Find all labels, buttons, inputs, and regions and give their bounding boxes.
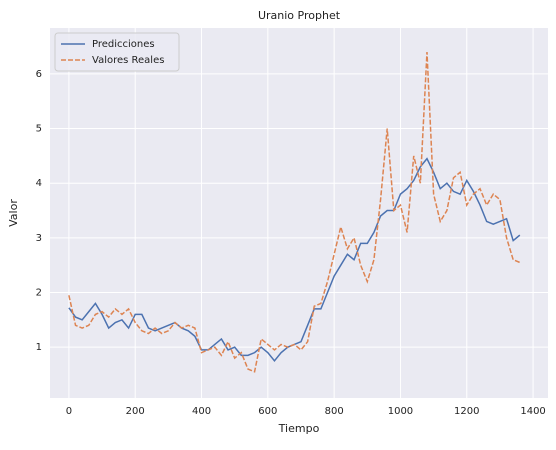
x-tick-label: 400 xyxy=(192,406,211,417)
legend-box xyxy=(54,32,180,72)
y-tick-label: 2 xyxy=(36,288,42,299)
y-tick-label: 3 xyxy=(36,233,42,244)
line-series xyxy=(68,52,521,373)
x-tick-label: 1400 xyxy=(520,406,545,417)
legend-label: Valores Reales xyxy=(92,55,164,66)
x-tick-label: 800 xyxy=(325,406,344,417)
y-axis-label: Valor xyxy=(7,199,20,227)
legend-label: Predicciones xyxy=(92,39,155,50)
y-tick-label: 1 xyxy=(36,342,42,353)
y-tick-label: 5 xyxy=(36,124,42,135)
x-tick-label: 1200 xyxy=(454,406,479,417)
plot-area xyxy=(50,28,548,398)
x-tick-label: 1000 xyxy=(388,406,413,417)
chart-title: Uranio Prophet xyxy=(258,9,341,22)
y-tick-label: 6 xyxy=(36,69,42,80)
x-tick-label: 0 xyxy=(66,406,72,417)
y-tick-label: 4 xyxy=(36,178,42,189)
x-tick-label: 600 xyxy=(258,406,277,417)
x-tick-label: 200 xyxy=(126,406,145,417)
x-axis-label: Tiempo xyxy=(278,422,320,435)
